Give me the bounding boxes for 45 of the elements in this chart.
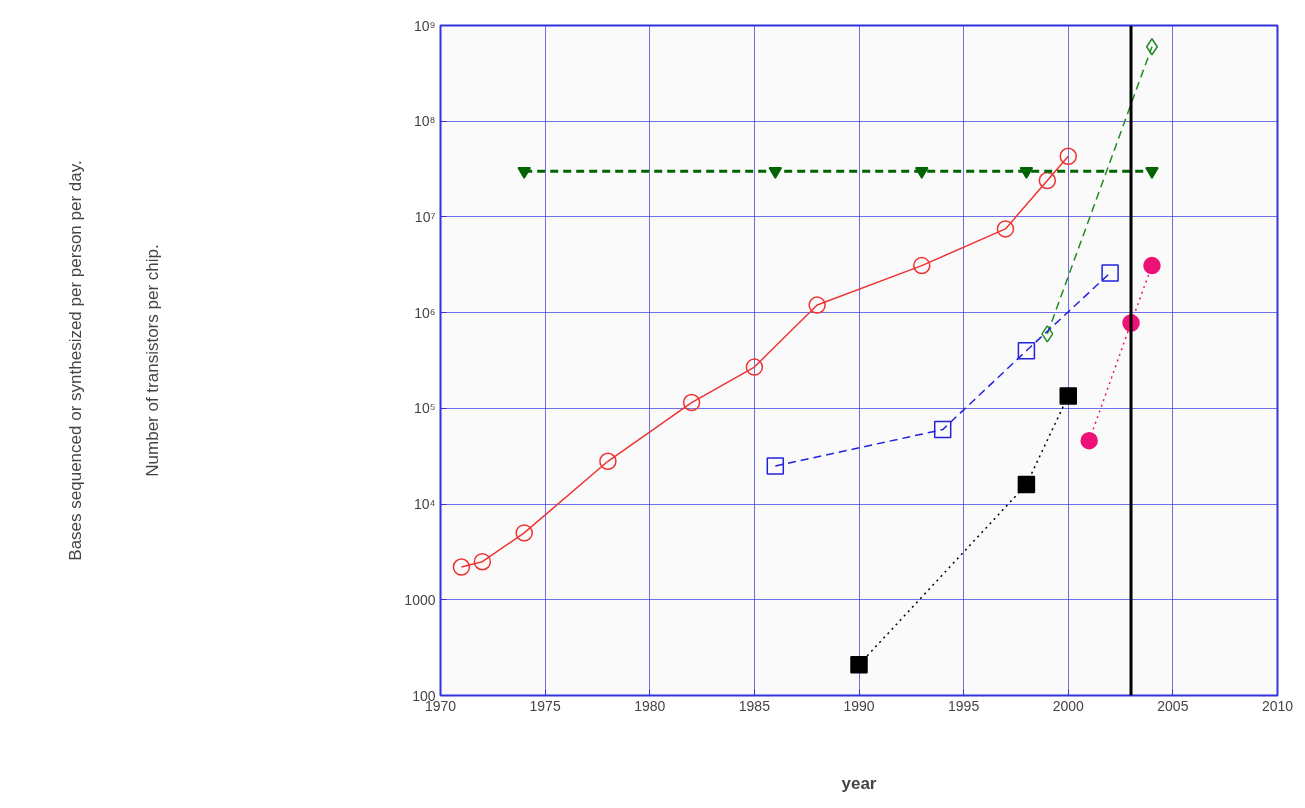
x-tick-label: 2000 (1052, 697, 1085, 714)
point (452, 558, 471, 576)
point (996, 220, 1015, 238)
point (1145, 167, 1159, 179)
point (1080, 431, 1098, 450)
point (682, 393, 701, 412)
point (1019, 167, 1034, 179)
x-tick-label: 2010 (1261, 697, 1294, 714)
x-tick-label: 2005 (1157, 697, 1189, 714)
x-tick-label: 1985 (738, 697, 771, 714)
point (515, 524, 533, 542)
x-tick-label: 1990 (843, 697, 875, 714)
y-tick-label: 10⁵ (414, 400, 436, 417)
point (913, 256, 931, 275)
x-tick-label: 1995 (948, 697, 980, 714)
y-tick-label: 10⁴ (413, 496, 436, 513)
point (1145, 37, 1159, 56)
point (1038, 171, 1057, 190)
point (1041, 325, 1054, 343)
point (1143, 256, 1161, 275)
point (745, 358, 764, 376)
point (517, 167, 531, 179)
x-axis-title: year (841, 773, 877, 793)
y-tick-label: 10⁸ (414, 113, 436, 130)
point (768, 167, 783, 179)
point (599, 452, 617, 471)
x-tick-label: 1975 (529, 697, 561, 714)
text: Number of transistors per chip. (142, 244, 162, 477)
point (1101, 264, 1119, 282)
point (915, 167, 929, 179)
x-tick-label: 1980 (634, 697, 666, 714)
point (1059, 147, 1077, 166)
y-tick-label: 10⁷ (414, 208, 436, 225)
y-tick-label: 1000 (404, 591, 436, 608)
text: Bases sequenced or synthesized per person per day. (65, 160, 85, 561)
point (1059, 387, 1077, 405)
point (850, 655, 868, 674)
point (473, 552, 492, 571)
point (933, 420, 952, 439)
y-tick-label: 10⁹ (413, 17, 436, 34)
point (766, 457, 785, 475)
point (1017, 341, 1036, 360)
point (808, 296, 826, 314)
y-tick-label: 10⁶ (414, 304, 436, 321)
point (1017, 475, 1036, 494)
